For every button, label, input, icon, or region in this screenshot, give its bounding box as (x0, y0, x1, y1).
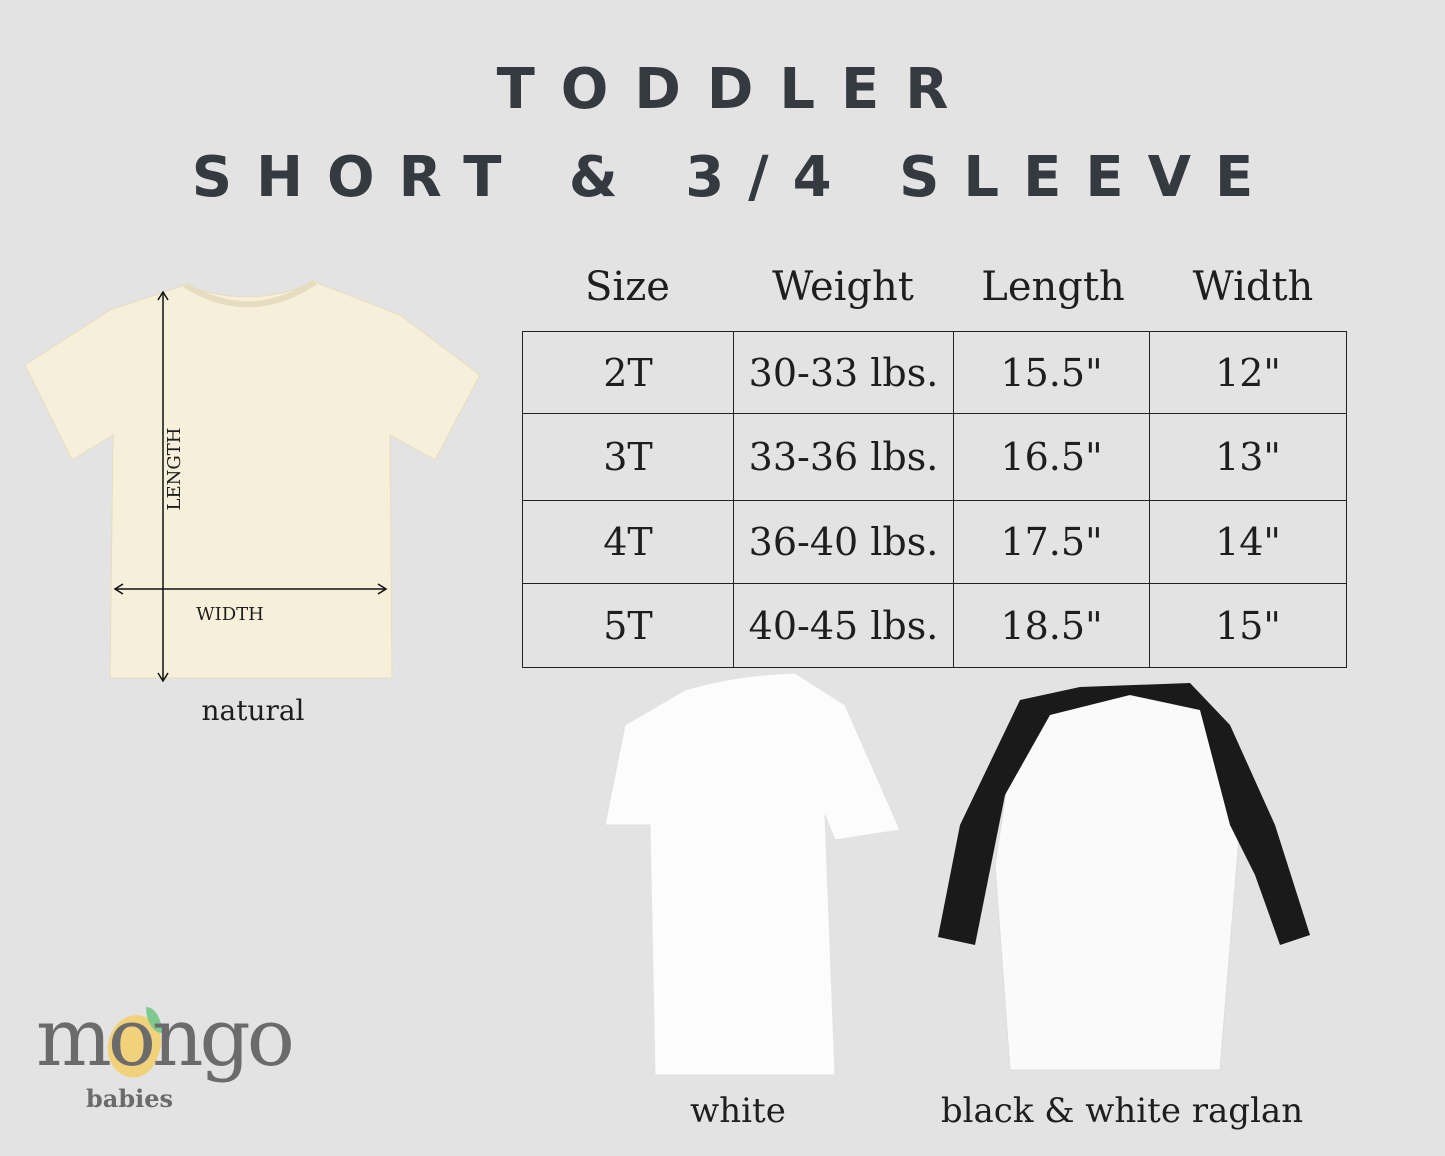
cell: 3T (522, 413, 734, 501)
cell: 12" (1149, 331, 1347, 414)
cell: 15" (1149, 583, 1347, 668)
cell: 4T (522, 500, 734, 584)
table-row: 2T 30-33 lbs. 15.5" 12" (522, 331, 1347, 414)
header-weight: Weight (772, 264, 914, 310)
header-size: Size (585, 264, 670, 310)
raglan-tshirt-image (938, 683, 1310, 1071)
title-line-1: TODDLER (496, 57, 975, 122)
header-width: Width (1192, 264, 1314, 310)
table-row: 5T 40-45 lbs. 18.5" 15" (522, 583, 1347, 668)
white-caption: white (690, 1091, 786, 1131)
cell: 36-40 lbs. (733, 500, 954, 584)
cell: 40-45 lbs. (733, 583, 954, 668)
table-row: 3T 33-36 lbs. 16.5" 13" (522, 413, 1347, 501)
logo-sub: babies (86, 1084, 174, 1113)
logo-brand: mongo (36, 991, 295, 1084)
cell: 18.5" (953, 583, 1150, 668)
title-line-2: SHORT & 3/4 SLEEVE (191, 145, 1278, 210)
cell: 13" (1149, 413, 1347, 501)
mongo-babies-logo: mongo babies (36, 995, 295, 1115)
cell: 30-33 lbs. (733, 331, 954, 414)
raglan-caption: black & white raglan (940, 1091, 1304, 1131)
table-row: 4T 36-40 lbs. 17.5" 14" (522, 500, 1347, 584)
natural-tshirt-image (24, 279, 481, 683)
header-length: Length (981, 264, 1125, 310)
cell: 15.5" (953, 331, 1150, 414)
cell: 5T (522, 583, 734, 668)
white-tshirt-image (604, 672, 901, 1076)
cell: 33-36 lbs. (733, 413, 954, 501)
width-label: WIDTH (196, 604, 264, 625)
size-table: 2T 30-33 lbs. 15.5" 12" 3T 33-36 lbs. 16.5" 13… (522, 331, 1347, 668)
cell: 2T (522, 331, 734, 414)
cell: 16.5" (953, 413, 1150, 501)
cell: 14" (1149, 500, 1347, 584)
length-label: LENGTH (164, 427, 185, 511)
cell: 17.5" (953, 500, 1150, 584)
natural-caption: natural (201, 694, 305, 727)
